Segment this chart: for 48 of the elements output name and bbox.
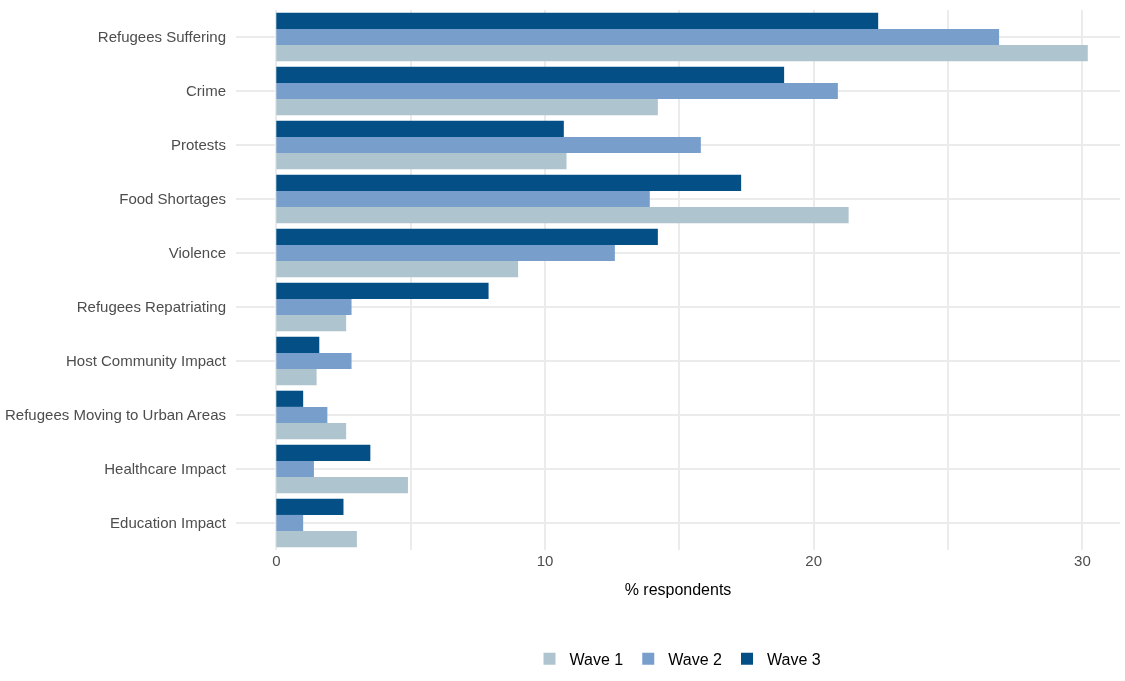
bar xyxy=(276,406,328,424)
bar xyxy=(276,153,567,170)
bar xyxy=(276,369,317,386)
y-tick-label: Crime xyxy=(186,82,226,100)
x-tick-label: 0 xyxy=(272,552,281,569)
y-tick-label: Healthcare Impact xyxy=(104,460,227,478)
legend-label: Wave 3 xyxy=(767,650,821,668)
x-axis-title: % respondents xyxy=(624,580,732,598)
bar xyxy=(276,174,742,191)
bar xyxy=(276,120,564,137)
y-tick-label: Host Community Impact xyxy=(65,352,227,370)
bar xyxy=(276,477,408,494)
y-tick-label: Refugees Suffering xyxy=(97,28,226,46)
legend-label: Wave 2 xyxy=(668,650,722,668)
bar xyxy=(276,66,785,83)
bar xyxy=(276,460,314,478)
y-tick-label: Refugees Moving to Urban Areas xyxy=(5,406,226,424)
bar xyxy=(276,282,489,299)
legend-label: Wave 1 xyxy=(569,650,624,668)
bar xyxy=(276,336,320,353)
y-tick-label: Protests xyxy=(170,136,226,154)
y-tick-label: Food Shortages xyxy=(119,190,226,208)
bar xyxy=(276,444,371,461)
x-tick-label: 10 xyxy=(536,552,554,569)
bar xyxy=(276,390,304,407)
x-tick-label: 20 xyxy=(805,552,823,569)
bar xyxy=(276,207,849,224)
bar xyxy=(276,514,304,532)
bar xyxy=(276,315,347,332)
bar xyxy=(276,531,357,548)
bar xyxy=(276,12,879,29)
bar xyxy=(276,136,701,154)
bar xyxy=(276,190,650,208)
y-tick-label: Education Impact xyxy=(110,514,227,532)
bar xyxy=(276,244,615,262)
y-tick-label: Refugees Repatriating xyxy=(76,298,226,316)
bar xyxy=(276,99,658,116)
bar xyxy=(276,298,352,316)
bar xyxy=(276,82,838,100)
bar xyxy=(276,45,1088,62)
bar xyxy=(276,261,519,278)
y-tick-label: Violence xyxy=(168,244,226,262)
bar xyxy=(276,498,344,515)
bar xyxy=(276,423,347,440)
x-tick-label: 30 xyxy=(1074,552,1091,569)
bar xyxy=(276,352,352,370)
bar xyxy=(276,28,1000,46)
bar xyxy=(276,228,658,245)
